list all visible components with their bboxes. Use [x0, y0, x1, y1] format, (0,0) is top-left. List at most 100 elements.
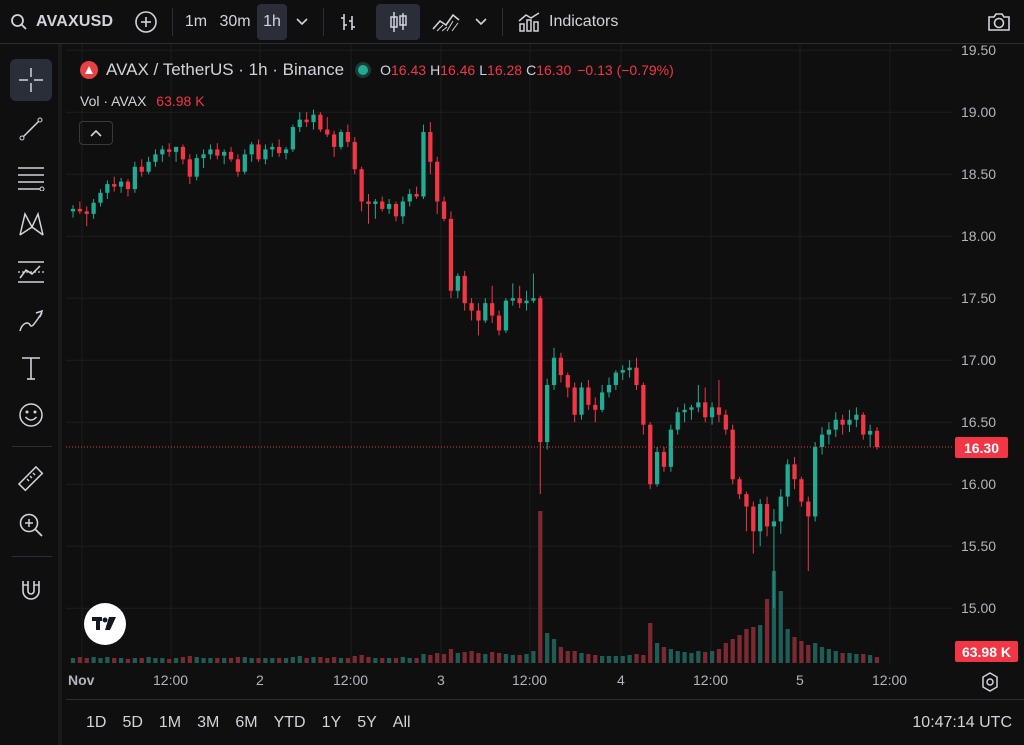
zoom-tool-button[interactable] — [10, 504, 52, 546]
volume-bar — [648, 623, 653, 663]
range-button-ytd[interactable]: YTD — [273, 713, 306, 731]
symbol-search[interactable]: AVAXUSD — [0, 13, 128, 31]
candlesticks — [70, 109, 880, 609]
time-tick-label: 5 — [796, 672, 804, 688]
candle-body — [806, 501, 811, 517]
candle-body — [359, 169, 364, 202]
range-button-5y[interactable]: 5Y — [357, 713, 377, 731]
volume-bar — [709, 651, 715, 663]
candle-body — [510, 298, 515, 301]
change-value: −0.13 (−0.79%) — [577, 62, 674, 78]
candle-body — [325, 129, 330, 135]
interval-1m-button[interactable]: 1m — [184, 12, 208, 30]
candle-body — [854, 414, 859, 420]
candle-body — [304, 119, 309, 123]
range-button-1d[interactable]: 1D — [86, 713, 107, 731]
time-tick-label: 4 — [617, 672, 625, 688]
range-button-all[interactable]: All — [392, 713, 411, 731]
chart-type-dropdown-button[interactable] — [466, 4, 496, 40]
volume-bar — [806, 645, 811, 663]
snapshot-button[interactable] — [982, 4, 1016, 40]
volume-bar — [799, 641, 804, 663]
utc-clock[interactable]: 10:47:14 UTC — [912, 713, 1012, 731]
area-chart-type-button[interactable] — [426, 4, 466, 40]
crosshair-tool-button[interactable] — [10, 59, 52, 101]
compare-symbol-button[interactable] — [128, 4, 164, 40]
open-value: 16.43 — [391, 62, 427, 78]
volume-bar — [517, 655, 522, 663]
volume-bar — [840, 653, 845, 663]
interval-1h-button[interactable]: 1h — [257, 3, 287, 40]
time-tick-label: 12:00 — [693, 672, 729, 688]
price-tick-label: 15.00 — [961, 600, 997, 617]
volume-bar — [551, 639, 557, 663]
zoom-in-icon — [19, 513, 43, 537]
candle-body — [455, 275, 460, 291]
candle-body — [290, 127, 296, 150]
candles-chart-type-button[interactable] — [376, 3, 420, 40]
magnet-tool-button[interactable] — [10, 569, 52, 611]
candle-body — [167, 149, 172, 152]
candle-body — [682, 409, 687, 413]
volume-bar — [558, 647, 564, 663]
volume-bar — [222, 658, 227, 663]
candle-body — [696, 402, 701, 408]
volume-bar — [778, 591, 783, 663]
text-tool-button[interactable] — [10, 347, 52, 389]
volume-bar — [228, 658, 234, 663]
chart-settings-button[interactable] — [978, 670, 1002, 694]
fib-retracement-tool-button[interactable] — [10, 156, 52, 198]
candle-body — [483, 303, 488, 321]
volume-bar — [414, 658, 419, 663]
time-tick-label: 12:00 — [872, 672, 908, 688]
candle-body — [242, 154, 247, 172]
bar-chart-type-button[interactable] — [330, 4, 366, 40]
volume-bar — [180, 657, 186, 663]
price-tick-label: 15.50 — [961, 538, 997, 555]
candle-body — [586, 387, 591, 405]
brush-tool-button[interactable] — [10, 300, 52, 342]
range-button-3m[interactable]: 3M — [197, 713, 220, 731]
high-label: H — [430, 62, 441, 78]
candle-body — [469, 303, 474, 311]
xabcd-pattern-icon — [19, 211, 44, 236]
candlestick-icon — [390, 11, 407, 32]
candle-body — [758, 504, 763, 532]
legend-title[interactable]: AVAX / TetherUS · 1h · Binance — [106, 60, 345, 79]
tradingview-logo[interactable] — [84, 603, 126, 645]
volume-bar — [641, 655, 646, 663]
candle-body — [737, 479, 742, 495]
candle-body — [153, 154, 158, 162]
candle-body — [531, 298, 536, 301]
interval-dropdown-button[interactable] — [287, 4, 317, 40]
volume-bar — [132, 658, 137, 663]
measure-tool-button[interactable] — [10, 458, 52, 500]
volume-bars — [70, 511, 880, 663]
plus-circle-icon — [135, 10, 157, 33]
volume-bar — [785, 629, 790, 663]
volume-bar — [572, 651, 577, 663]
collapse-legend-button[interactable] — [79, 121, 113, 145]
range-button-1y[interactable]: 1Y — [321, 713, 342, 731]
emoji-tool-button[interactable] — [10, 394, 52, 436]
range-button-5d[interactable]: 5D — [122, 713, 143, 731]
candle-body — [125, 181, 131, 190]
smiley-icon — [19, 403, 43, 427]
price-tick-label: 19.50 — [961, 42, 997, 59]
forecast-tool-button[interactable] — [10, 251, 52, 293]
volume-bar — [593, 655, 598, 663]
top-toolbar: AVAXUSD 1m 30m 1h Indicators — [0, 0, 1024, 44]
volume-bar — [167, 659, 172, 663]
range-button-6m[interactable]: 6M — [235, 713, 258, 731]
volume-bar — [290, 657, 296, 663]
range-button-1m[interactable]: 1M — [158, 713, 182, 731]
interval-30m-button[interactable]: 30m — [219, 12, 251, 30]
indicators-button[interactable]: Indicators — [509, 4, 626, 40]
ohlc-bars-icon — [341, 13, 355, 30]
last-price-badge: 16.30 — [955, 437, 1008, 458]
pattern-tool-button[interactable] — [10, 203, 52, 245]
volume-bar — [277, 658, 282, 663]
trend-line-tool-button[interactable] — [10, 108, 52, 150]
